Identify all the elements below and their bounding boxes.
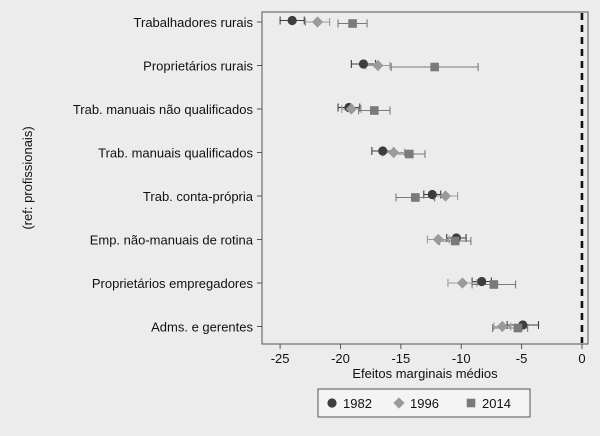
category-label: Proprietários rurais — [143, 59, 253, 74]
point-1996 — [311, 16, 324, 28]
category-label: Trab. conta-própria — [143, 189, 254, 204]
legend-marker-1982 — [327, 398, 337, 408]
point-1996 — [432, 233, 444, 246]
legend-box — [317, 388, 531, 418]
x-tick-label: -15 — [391, 351, 410, 366]
point-2014 — [348, 19, 357, 28]
point-2014 — [369, 106, 379, 115]
point-1996 — [496, 320, 508, 333]
x-tick-label: -25 — [271, 351, 290, 366]
point-1996 — [388, 146, 400, 159]
category-label: Trab. manuais qualificados — [98, 146, 253, 161]
category-label: Adms. e gerentes — [151, 320, 253, 335]
category-label: Emp. não-manuais de rotina — [90, 233, 254, 248]
x-tick-label: -5 — [516, 351, 528, 366]
legend-marker-1996 — [393, 397, 405, 409]
y-axis-title: (ref: profissionais) — [20, 126, 35, 229]
point-1996 — [439, 190, 452, 202]
point-2014 — [411, 193, 420, 202]
x-axis-title: Efeitos marginais médios — [352, 366, 498, 381]
point-2014 — [450, 236, 460, 246]
point-1982 — [427, 189, 437, 200]
point-2014 — [405, 149, 414, 159]
legend-label-2014: 2014 — [482, 396, 511, 411]
point-2014 — [513, 323, 523, 333]
point-1982 — [358, 59, 369, 69]
category-label: Proprietários empregadores — [92, 276, 254, 291]
point-1982 — [477, 276, 487, 287]
category-label: Trabalhadores rurais — [134, 15, 254, 30]
legend-label-1996: 1996 — [410, 396, 439, 411]
x-tick-label: -20 — [331, 351, 350, 366]
plot-area — [261, 11, 589, 345]
point-2014 — [489, 280, 499, 289]
category-label: Trab. manuais não qualificados — [73, 102, 254, 117]
point-2014 — [430, 62, 439, 72]
point-1982 — [378, 146, 388, 156]
legend-label-1982: 1982 — [343, 396, 372, 411]
x-tick-label: 0 — [578, 351, 585, 366]
x-tick-label: -10 — [452, 351, 471, 366]
point-1982 — [287, 15, 297, 26]
point-1996 — [372, 59, 384, 72]
point-1996 — [345, 103, 357, 115]
point-1996 — [456, 277, 469, 289]
legend-marker-2014 — [466, 398, 476, 408]
